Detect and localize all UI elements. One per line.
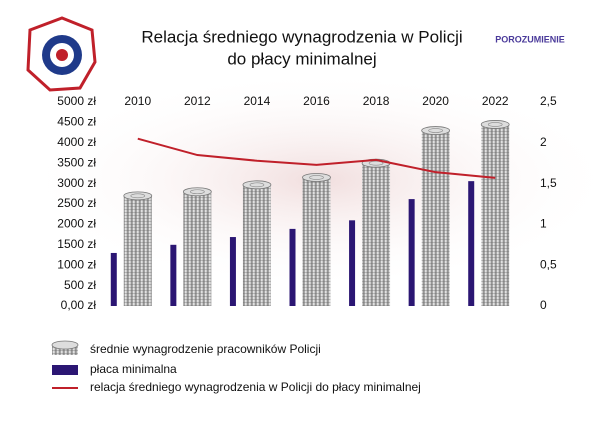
legend-label: płaca minimalna (90, 362, 177, 376)
coin-top (302, 173, 331, 182)
bar (408, 199, 415, 306)
coin-top (428, 128, 443, 133)
y-tick-label: 2500 zł (57, 196, 96, 210)
coin-top (480, 120, 510, 129)
chart-title: Relacja średniego wynagrodzenia w Policj… (141, 27, 462, 46)
bar (468, 181, 475, 306)
coin-top (421, 126, 451, 135)
y2-tick-label: 2,5 (540, 94, 557, 108)
chart-title: do płacy minimalnej (227, 49, 376, 68)
legend-swatch (52, 345, 78, 355)
x-tick-label: 2010 (124, 94, 151, 108)
y-tick-label: 3000 zł (57, 176, 96, 190)
coin-stack (362, 163, 391, 306)
coin-top (309, 175, 324, 180)
y2-tick-label: 0,5 (540, 257, 557, 271)
coin-top (190, 189, 205, 195)
y-tick-label: 4000 zł (57, 135, 96, 149)
x-tick-label: 2012 (184, 94, 211, 108)
bar (289, 228, 296, 306)
ratio-line (137, 137, 496, 179)
y2-tick-label: 0 (540, 298, 547, 312)
x-tick-label: 2018 (363, 94, 390, 108)
coin-stack (183, 191, 212, 306)
coin-top (249, 182, 265, 188)
coin-top (123, 191, 153, 201)
y-tick-label: 1000 zł (57, 257, 96, 271)
y-tick-label: 1500 zł (57, 237, 96, 251)
coin-top (182, 187, 212, 197)
coin-stack (481, 124, 510, 306)
bar (170, 244, 177, 306)
coin-stack (421, 130, 450, 306)
legend-swatch (52, 365, 78, 375)
y2-tick-label: 2 (540, 135, 547, 149)
y-tick-label: 0,00 zł (61, 298, 97, 312)
coin-stack (302, 177, 331, 306)
coin-top (487, 122, 503, 127)
bar (349, 220, 356, 306)
logo-text: POROZUMIENIE (495, 34, 565, 44)
y-tick-label: 4500 zł (57, 115, 96, 129)
coin-top (242, 180, 272, 190)
y2-tick-label: 1,5 (540, 176, 557, 190)
y-tick-label: 3500 zł (57, 155, 96, 169)
legend-swatch (51, 340, 79, 350)
y-tick-label: 5000 zł (57, 94, 96, 108)
coin-top (130, 193, 146, 199)
x-tick-label: 2022 (482, 94, 509, 108)
legend-label: średnie wynagrodzenie pracowników Policj… (90, 342, 321, 356)
y2-tick-label: 1 (540, 217, 547, 231)
legend-label: relacja średniego wynagrodzenia w Policj… (90, 380, 421, 394)
bar (110, 252, 117, 306)
y-tick-label: 2000 zł (57, 217, 96, 231)
x-tick-label: 2020 (422, 94, 449, 108)
coin-stack (242, 184, 271, 306)
coin-top (368, 160, 384, 166)
x-tick-label: 2014 (244, 94, 271, 108)
police-logo (26, 16, 97, 92)
coin-stack (123, 195, 152, 306)
y-tick-label: 500 zł (64, 278, 96, 292)
bar (229, 237, 236, 306)
x-tick-label: 2016 (303, 94, 330, 108)
